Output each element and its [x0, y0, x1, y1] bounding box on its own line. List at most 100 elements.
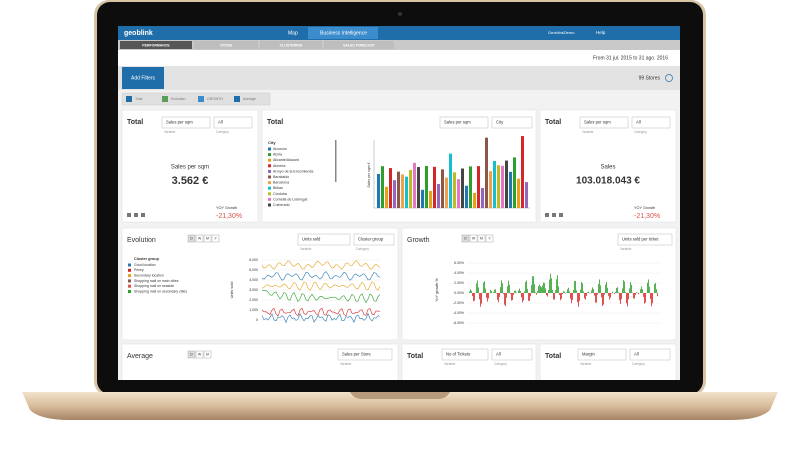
bar [481, 293, 482, 304]
button-label[interactable]: M [480, 237, 483, 241]
bar [541, 287, 542, 293]
bar [477, 166, 480, 208]
y-tick-label: 4.00% [454, 271, 464, 275]
growth-label: YOY Growth [634, 206, 655, 210]
view-option[interactable]: Average [243, 97, 256, 101]
legend-swatch [128, 264, 131, 267]
y-tick-label: -2.00% [453, 301, 464, 305]
bar [597, 293, 598, 295]
nav-item[interactable]: Map [288, 30, 298, 36]
bar [618, 292, 619, 293]
bar [628, 293, 629, 299]
bar [633, 293, 634, 298]
tab[interactable]: CLUSTERING [280, 43, 303, 47]
bar [484, 281, 485, 293]
bar [519, 289, 520, 293]
select-value[interactable]: All [634, 352, 639, 357]
bar [555, 290, 556, 293]
tab[interactable]: SALES FORECAST [343, 43, 376, 47]
nav-item[interactable]: Business Intelligence [320, 30, 367, 36]
y-tick-label: 3,000 [249, 288, 258, 292]
bar [612, 292, 613, 293]
view-icon [234, 96, 240, 102]
bar [421, 190, 424, 208]
bar [527, 289, 528, 293]
bar [601, 293, 602, 297]
date-range[interactable]: From 31 jul. 2015 to 31 ago. 2016 [593, 55, 668, 61]
y-tick-label: 4,000 [249, 278, 258, 282]
field-label: Variable [300, 247, 312, 251]
bar [540, 286, 541, 293]
help[interactable]: Help [596, 30, 606, 35]
bar [523, 293, 524, 300]
bar [643, 293, 644, 297]
bar [453, 172, 456, 208]
user[interactable]: GeoblinkDemo [548, 30, 575, 35]
select-value[interactable]: Units sold [302, 237, 321, 242]
select-value[interactable]: Margin [582, 352, 595, 357]
bar [481, 188, 484, 208]
y-tick-label: 1,000 [249, 308, 258, 312]
field-label: Category [356, 247, 369, 251]
y-tick-label: 6,000 [249, 258, 258, 262]
bar [571, 293, 572, 303]
bar [539, 285, 540, 293]
tab[interactable]: PERFORMANCE [142, 43, 170, 47]
bar [509, 285, 510, 293]
bar [501, 280, 502, 293]
select-value[interactable]: Sales per sqm [166, 120, 193, 125]
legend-item: Cornellà de Llobregat [273, 197, 307, 201]
bar [401, 174, 404, 208]
legend-item: Almería [273, 164, 285, 168]
select-value[interactable]: All [218, 120, 223, 125]
bar [602, 293, 603, 306]
bar [623, 280, 624, 293]
panel-title: Total [545, 119, 561, 126]
button-label[interactable]: M [206, 237, 209, 241]
legend-item: Barcelona [273, 181, 289, 185]
bar [486, 293, 487, 298]
bar [645, 293, 646, 302]
y-tick-label: 0 [256, 318, 258, 322]
button-label[interactable]: M [206, 353, 209, 357]
field-label: Category [494, 362, 507, 366]
view-option[interactable]: GROWTH [207, 97, 223, 101]
bar [534, 284, 535, 293]
select-value[interactable]: Sales per sqm [584, 120, 611, 125]
tab[interactable]: CROSS [220, 43, 233, 47]
select-value[interactable]: Cluster group [358, 237, 384, 242]
bar [625, 292, 626, 293]
y-tick-label: 0.00% [454, 291, 464, 295]
bar [485, 289, 486, 293]
select-value[interactable]: No of Tickets [446, 352, 470, 357]
bar [600, 285, 601, 293]
view-option[interactable]: Evolution [171, 97, 185, 101]
select-value[interactable]: Units sold per ticket [622, 237, 659, 242]
select-value[interactable]: City [496, 120, 504, 125]
select-value[interactable]: All [496, 352, 501, 357]
y-tick-label: 5,000 [249, 268, 258, 272]
bar [549, 279, 550, 293]
bar [567, 289, 568, 293]
bar [537, 291, 538, 293]
button[interactable]: Add Filters [131, 75, 155, 81]
axis-title: Sales per sqm € [367, 162, 371, 187]
view-option[interactable]: Total [135, 97, 143, 101]
bar [607, 288, 608, 293]
bar [543, 283, 544, 293]
bar [631, 285, 632, 293]
bar [508, 281, 509, 293]
legend-item: Alcorcón [273, 147, 287, 151]
legend-item: Alzira [273, 153, 282, 157]
notch [350, 392, 450, 399]
select-value[interactable]: Sales per Store [342, 352, 372, 357]
bar [498, 293, 499, 302]
select-value[interactable]: Sales per sqm [444, 120, 471, 125]
bar [609, 293, 610, 300]
bar [599, 279, 600, 293]
legend-item: Bilbao [273, 186, 283, 190]
select-value[interactable]: All [636, 120, 641, 125]
bar [520, 291, 521, 293]
kpi-value: 103.018.043 € [576, 176, 640, 187]
